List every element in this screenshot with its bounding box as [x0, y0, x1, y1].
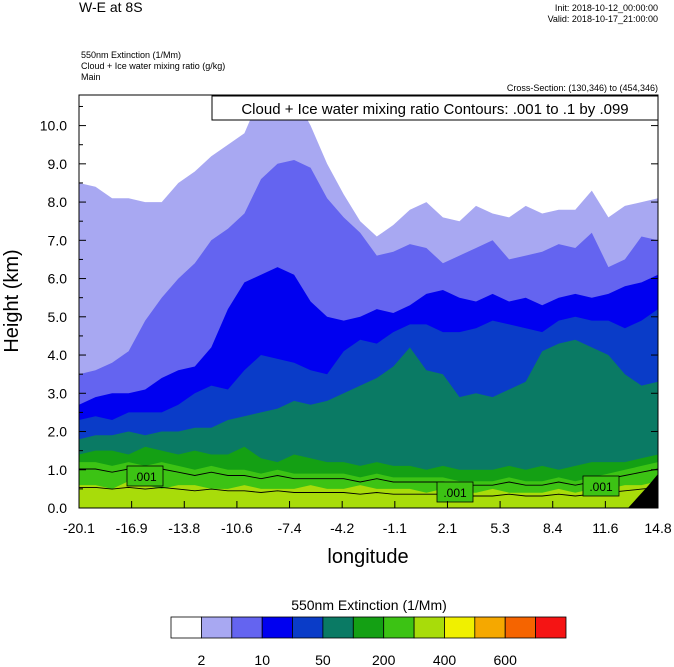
x-tick-label: -10.6 [221, 520, 253, 536]
contour-label-3: .001 [582, 475, 620, 497]
x-tick-label: 5.3 [490, 520, 510, 536]
colorbar-box [322, 616, 354, 639]
y-tick-label: 4.0 [48, 347, 68, 363]
colorbar-label: 50 [315, 652, 331, 667]
contour-label-1: .001 [126, 465, 164, 487]
x-tick-label: -1.1 [383, 520, 407, 536]
colorbar-box [535, 616, 567, 639]
y-axis: 0.0 1.0 2.0 3.0 4.0 5.0 6.0 7.0 8.0 9.0 10.0 [40, 105, 658, 516]
colorbar-label: 400 [433, 652, 457, 667]
colorbar-box [444, 616, 476, 639]
contour-line-upper [79, 468, 659, 486]
y-tick-label: 8.0 [48, 194, 68, 210]
colorbar-box [261, 616, 294, 639]
contour-info-box [211, 95, 659, 121]
x-tick-label: -20.1 [63, 520, 95, 536]
colorbar-box [170, 616, 202, 639]
y-tick-label: 7.0 [48, 232, 68, 248]
colorbar-box [292, 616, 324, 639]
svg-text:.001: .001 [443, 486, 467, 500]
x-tick-label: -4.2 [330, 520, 354, 536]
cross-section-label: Cross-Section: (130,346) to (454,346) [507, 83, 658, 93]
extinction-bands [79, 95, 658, 508]
x-tick-label: 14.8 [644, 520, 671, 536]
colorbar-box [474, 616, 506, 639]
field-label-extinction: 550nm Extinction (1/Mm) [81, 50, 181, 60]
x-tick-label: 8.4 [543, 520, 563, 536]
colorbar-label: 2 [198, 652, 206, 667]
colorbar [170, 616, 567, 639]
figure-title: W-E at 8S [79, 0, 143, 15]
valid-time: Valid: 2018-10-17_21:00:00 [548, 14, 658, 24]
plot-frame [78, 94, 659, 509]
y-tick-label: 5.0 [48, 309, 68, 325]
svg-text:.001: .001 [589, 480, 613, 494]
x-tick-label: -16.9 [116, 520, 148, 536]
y-tick-label: 3.0 [48, 385, 68, 401]
colorbar-labels: 2 10 50 200 400 600 [198, 652, 518, 667]
svg-text:.001: .001 [133, 470, 157, 484]
x-tick-label: 2.1 [438, 520, 458, 536]
field-label-mixing-ratio: Cloud + Ice water mixing ratio (g/kg) [81, 61, 225, 71]
x-tick-label: 11.6 [592, 520, 618, 536]
colorbar-box [231, 616, 263, 639]
x-axis-label: longitude [327, 546, 408, 568]
y-tick-label: 0.0 [48, 500, 68, 516]
field-label-main: Main [81, 72, 101, 82]
contour-line-lower [79, 486, 659, 497]
y-tick-label: 10.0 [40, 118, 67, 134]
y-tick-label: 6.0 [48, 271, 68, 287]
y-axis-label: Height (km) [1, 249, 23, 352]
colorbar-label: 200 [372, 652, 396, 667]
y-tick-label: 2.0 [48, 424, 68, 440]
x-axis: -20.1 -16.9 -13.8 -10.6 -7.4 -4.2 -1.1 2.1 5.3 8.… [63, 501, 672, 536]
y-tick-label: 1.0 [48, 462, 68, 478]
contour-label-2: .001 [436, 481, 474, 503]
colorbar-box [413, 616, 445, 639]
x-tick-label: -7.4 [277, 520, 301, 536]
colorbar-box [504, 616, 537, 639]
colorbar-box [352, 616, 385, 639]
band-level-8 [79, 481, 658, 508]
colorbar-box [200, 616, 233, 639]
x-tick-label: -13.8 [168, 520, 200, 536]
terrain [628, 474, 658, 508]
contour-lines [79, 468, 659, 497]
colorbar-label: 10 [254, 652, 270, 667]
y-tick-label: 9.0 [48, 156, 68, 172]
plot-area [78, 94, 659, 509]
init-time: Init: 2018-10-12_00:00:00 [555, 3, 658, 13]
contour-info-text: Cloud + Ice water mixing ratio Contours:… [241, 101, 628, 118]
colorbar-box [383, 616, 415, 639]
colorbar-label: 600 [494, 652, 518, 667]
colorbar-title: 550nm Extinction (1/Mm) [291, 597, 447, 613]
